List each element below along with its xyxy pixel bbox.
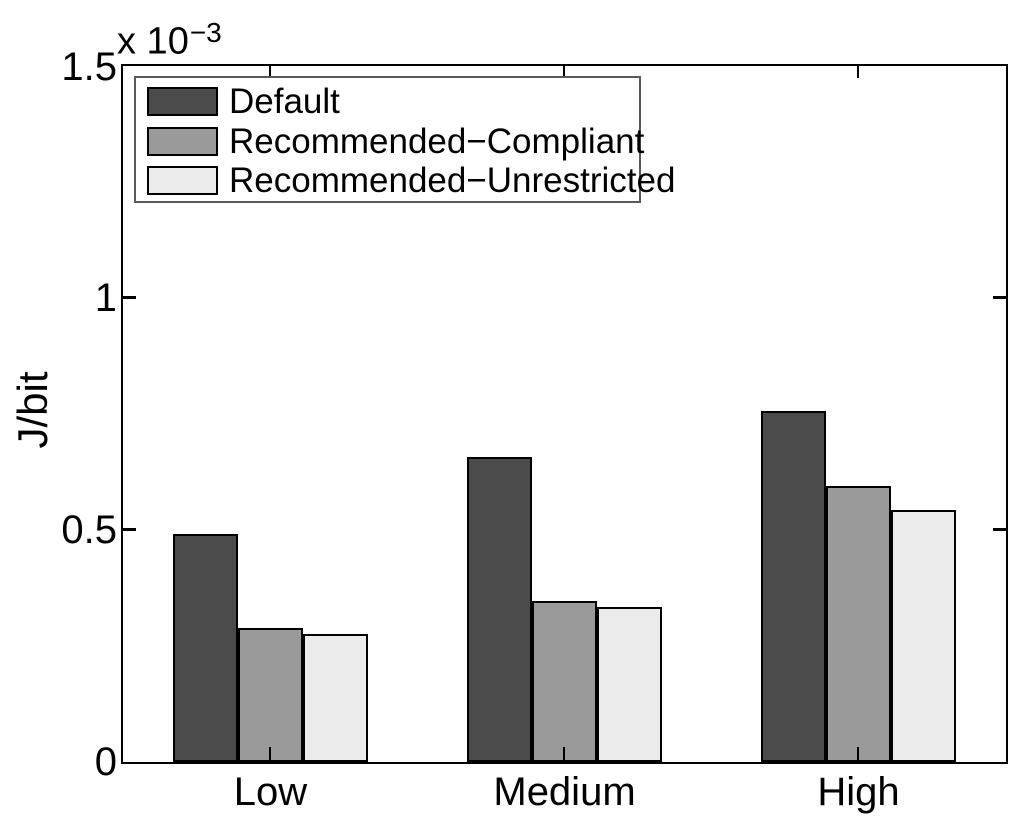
bar-high-recommended-compliant (825, 486, 891, 762)
y-tick-label-0_5: 0.5 (61, 507, 117, 552)
bar-low-default (172, 534, 238, 762)
y-axis-title: J/bit (9, 371, 56, 449)
bar-medium-default (466, 457, 532, 762)
bar-low-recommended-compliant (237, 627, 303, 762)
bottom-x-tick-mark-medium (562, 747, 566, 762)
legend-row-default: Default (136, 82, 639, 122)
bar-medium-recommended-unrestricted (596, 606, 662, 762)
bottom-x-tick-mark-high (856, 747, 860, 762)
top-x-tick-mark-medium (562, 66, 566, 78)
left-y-tick-mark (123, 528, 136, 531)
legend-swatch-recommended-compliant (147, 126, 218, 156)
legend-label-recommended-unrestricted: Recommended−Unrestricted (229, 161, 676, 201)
bottom-x-tick-mark-low (268, 747, 272, 762)
y-tick-label-0: 0 (94, 739, 117, 784)
left-y-tick-mark (123, 296, 136, 299)
y-tick-label-1: 1 (94, 276, 117, 321)
legend-label-recommended-compliant: Recommended−Compliant (229, 121, 645, 161)
legend-label-default: Default (229, 82, 340, 122)
legend: Default Recommended−Compliant Recommende… (134, 76, 675, 203)
bar-medium-recommended-compliant (531, 600, 597, 762)
y-tick-label-1_5: 1.5 (61, 44, 117, 89)
x-tick-label-medium: Medium (493, 770, 636, 814)
x-tick-label-low: Low (233, 770, 308, 814)
legend-swatch-recommended-unrestricted (147, 166, 218, 196)
x-tick-label-high: High (817, 770, 900, 814)
right-y-tick-mark (993, 528, 1006, 531)
bar-low-recommended-unrestricted (302, 633, 368, 762)
bar-high-default (760, 411, 826, 762)
bar-high-recommended-unrestricted (890, 509, 956, 762)
top-x-tick-mark-low (268, 66, 272, 78)
y-axis-exponent-power: −3 (189, 17, 222, 48)
top-x-tick-mark-high (856, 66, 860, 78)
right-y-tick-mark (993, 296, 1006, 299)
y-axis-exponent-label: x 10−3 (117, 17, 222, 63)
legend-row-recommended-compliant: Recommended−Compliant (136, 122, 644, 162)
y-axis-exponent-base: x 10 (117, 20, 189, 63)
legend-row-recommended-unrestricted: Recommended−Unrestricted (136, 161, 675, 201)
legend-swatch-default (147, 87, 218, 117)
